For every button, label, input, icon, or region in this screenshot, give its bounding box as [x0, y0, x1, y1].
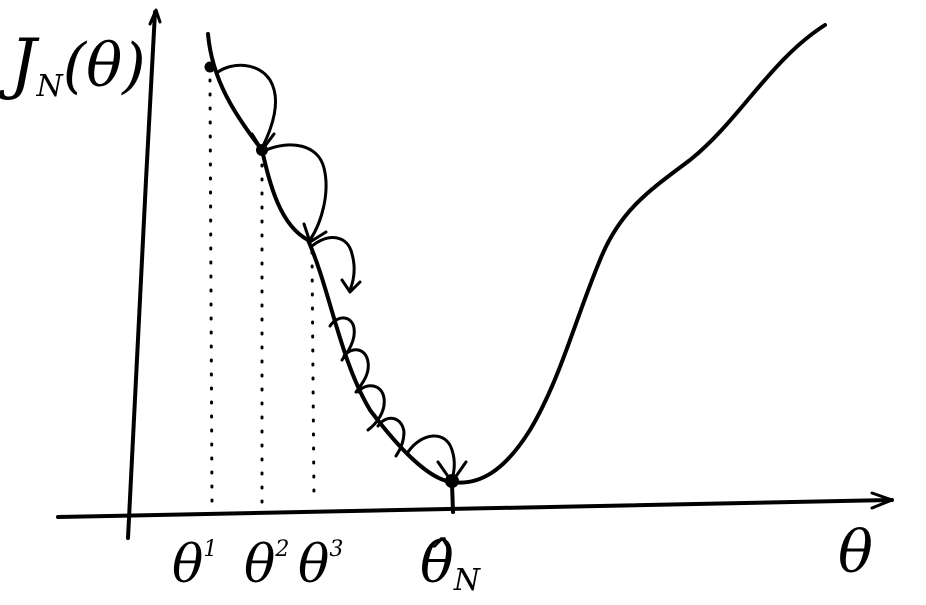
- theta-hat-label: θ̂N: [420, 531, 482, 598]
- x-axis: [56, 491, 894, 519]
- y-axis: [126, 8, 162, 540]
- projection-line-minimum: [450, 482, 455, 514]
- x-axis-label: θ: [838, 518, 873, 586]
- projection-line-1: [208, 78, 214, 507]
- theta2-label: θ2: [244, 535, 289, 595]
- theta3-label: θ3: [298, 535, 343, 595]
- theta1-label: θ1: [172, 535, 217, 595]
- loss-curve: [206, 23, 827, 485]
- iterate-point-1: [204, 61, 216, 73]
- step-arrows: [216, 63, 468, 484]
- projection-line-3: [310, 250, 316, 502]
- y-axis-label: JN(θ): [0, 25, 146, 104]
